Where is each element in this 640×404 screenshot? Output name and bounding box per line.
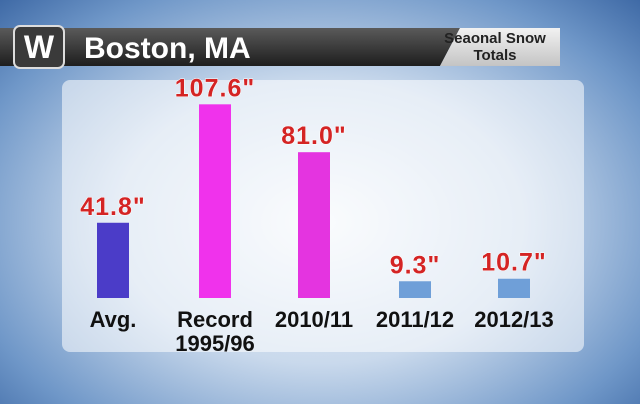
category-label: 2012/13 <box>474 307 554 332</box>
logo-box <box>13 25 65 69</box>
category-label: 2011/12 <box>375 307 455 332</box>
subtitle-box <box>440 28 560 66</box>
value-label: 10.7" <box>481 249 547 277</box>
logo: W <box>24 29 55 65</box>
value-label: 107.6" <box>175 74 255 102</box>
value-label: 41.8" <box>80 193 146 221</box>
bar <box>498 278 530 298</box>
value-label: 9.3" <box>390 251 441 279</box>
bar <box>298 152 330 298</box>
category-label: 2010/11 <box>274 307 354 332</box>
header-bar <box>0 28 460 66</box>
bar <box>97 222 129 298</box>
category-label: Avg. <box>89 307 137 332</box>
bar <box>199 104 231 298</box>
chart-subtitle: Seaonal Snow Totals <box>444 30 546 64</box>
bar <box>399 281 431 298</box>
value-label: 81.0" <box>281 122 347 150</box>
category-label: Record 1995/96 <box>175 307 255 356</box>
chart-title: Boston, MA <box>84 32 251 65</box>
